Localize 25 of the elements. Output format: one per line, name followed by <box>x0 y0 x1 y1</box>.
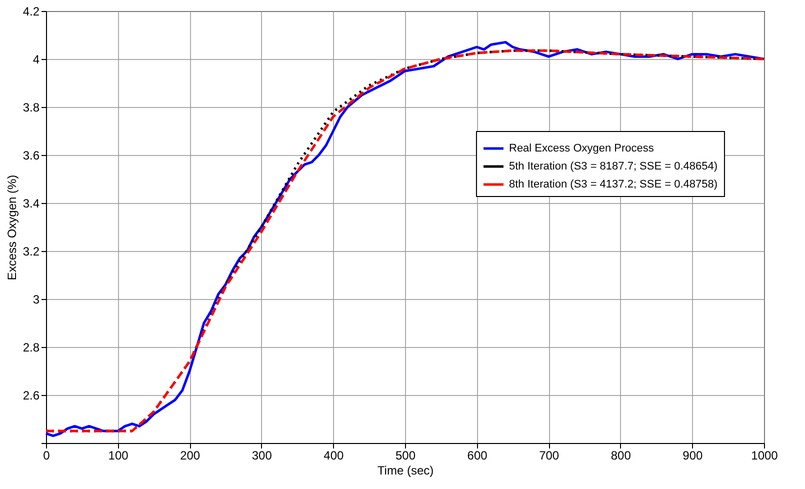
x-tick-label: 700 <box>539 448 560 462</box>
x-tick-label: 200 <box>180 448 200 462</box>
x-tick-label: 1000 <box>751 448 778 462</box>
legend-label: Real Excess Oxygen Process <box>509 142 654 154</box>
y-tick-label: 4.2 <box>22 4 40 18</box>
y-tick-label: 3.8 <box>22 100 40 114</box>
y-axis-title: Excess Oxygen (%) <box>4 174 19 280</box>
x-tick-label: 0 <box>43 448 50 462</box>
legend-label: 5th Iteration (S3 = 8187.7; SSE = 0.48654) <box>509 160 718 172</box>
x-tick-label: 800 <box>610 448 632 462</box>
y-tick-label: 3 <box>32 292 40 306</box>
x-tick-label: 500 <box>395 448 416 462</box>
y-tick-label: 3.4 <box>22 196 40 210</box>
y-tick-label: 2.6 <box>22 388 40 402</box>
x-axis-title: Time (sec) <box>377 464 434 478</box>
x-tick-label: 300 <box>252 448 272 462</box>
x-tick-label: 900 <box>682 448 704 462</box>
y-tick-label: 3.6 <box>22 148 40 162</box>
legend-label: 8th Iteration (S3 = 4137.2; SSE = 0.48758) <box>509 178 718 190</box>
y-tick-label: 2.8 <box>22 340 40 354</box>
x-tick-label: 600 <box>467 448 488 462</box>
x-tick-label: 100 <box>108 448 129 462</box>
y-tick-label: 4 <box>32 52 40 66</box>
y-tick-label: 3.2 <box>22 244 40 258</box>
x-tick-label: 400 <box>324 448 344 462</box>
